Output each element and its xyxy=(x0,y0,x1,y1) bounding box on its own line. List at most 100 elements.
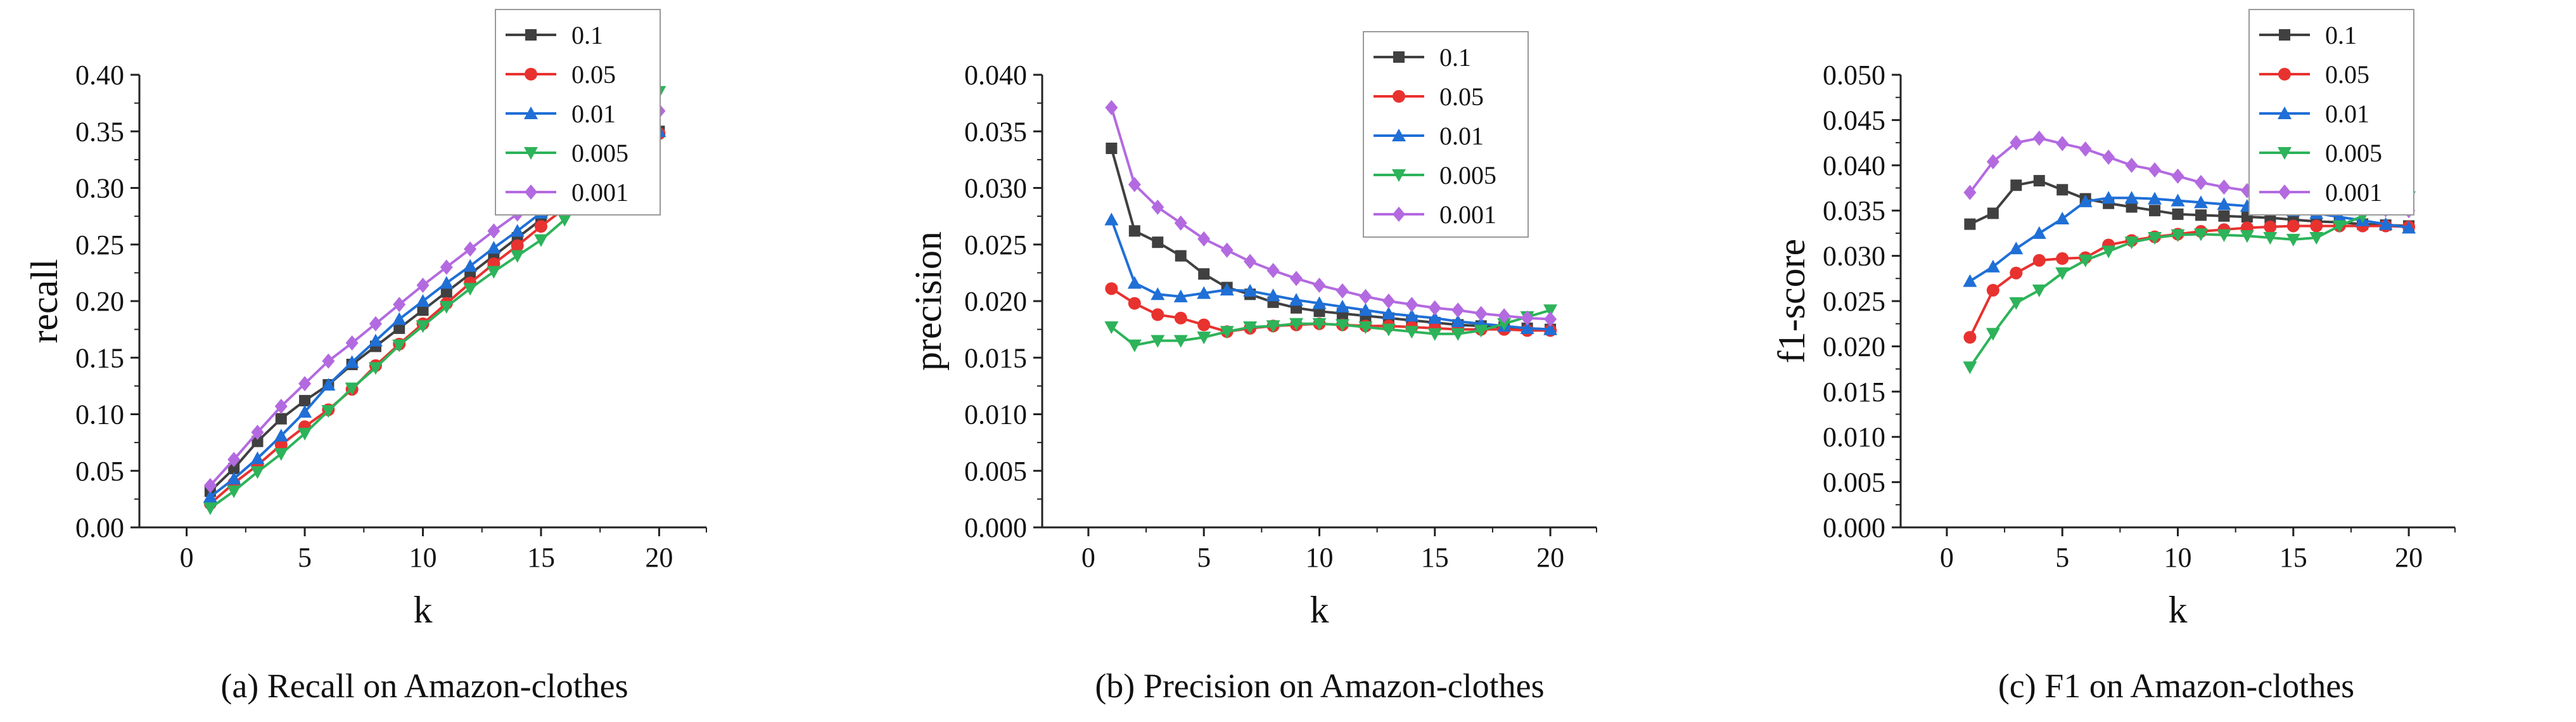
y-tick-label: 0.000 xyxy=(1823,512,1885,543)
data-point xyxy=(227,451,241,467)
y-tick-label: 0.30 xyxy=(75,173,124,204)
data-point xyxy=(1173,289,1188,302)
data-point xyxy=(2171,229,2185,242)
y-axis-title: recall xyxy=(23,259,65,343)
y-tick-label: 0.025 xyxy=(964,229,1027,261)
data-point xyxy=(1220,326,1234,339)
data-point xyxy=(416,320,430,333)
series-line xyxy=(1110,219,1551,331)
data-point xyxy=(1427,328,1442,341)
data-point xyxy=(1497,318,1512,331)
data-point xyxy=(1128,225,1140,237)
data-point xyxy=(439,276,454,289)
legend-marker xyxy=(2278,184,2291,200)
data-point xyxy=(1382,293,1395,309)
x-tick-label: 5 xyxy=(1197,542,1211,573)
data-point xyxy=(1405,326,1419,339)
x-tick-label: 0 xyxy=(180,542,194,573)
data-point xyxy=(275,413,287,425)
data-point xyxy=(1451,328,1465,341)
data-point xyxy=(1128,177,1141,193)
legend-label: 0.001 xyxy=(1439,200,1496,229)
data-point xyxy=(1220,242,1234,258)
data-point xyxy=(534,220,547,233)
data-point xyxy=(2193,195,2208,209)
data-point xyxy=(392,312,407,325)
data-point xyxy=(1104,321,1119,335)
legend-label: 0.01 xyxy=(2325,100,2369,128)
data-point xyxy=(1358,303,1373,316)
y-tick-label: 0.020 xyxy=(964,286,1027,317)
data-point xyxy=(2009,242,2024,255)
data-point xyxy=(1105,100,1118,115)
data-point xyxy=(1405,297,1419,313)
data-point xyxy=(345,355,359,368)
data-point xyxy=(2032,254,2046,267)
legend-label: 0.1 xyxy=(571,21,603,49)
x-tick-label: 15 xyxy=(1421,542,1449,573)
legend-marker xyxy=(1392,129,1406,141)
data-point xyxy=(1312,318,1327,331)
y-tick-label: 0.040 xyxy=(1823,150,1885,181)
data-point xyxy=(251,425,264,441)
y-tick-label: 0.015 xyxy=(964,342,1027,373)
data-point xyxy=(1358,321,1373,335)
data-point xyxy=(510,250,525,263)
data-point xyxy=(203,477,217,493)
legend: 0.1 0.05 0.01 0.005 0.001 xyxy=(2248,9,2414,216)
data-point xyxy=(2010,135,2023,151)
data-point xyxy=(1313,278,1326,293)
series-0_001 xyxy=(1105,100,1557,327)
data-point xyxy=(487,241,501,254)
legend-label: 0.01 xyxy=(571,100,616,128)
data-point xyxy=(1474,325,1488,338)
y-tick-label: 0.015 xyxy=(1823,377,1885,408)
data-point xyxy=(1428,300,1441,316)
data-point xyxy=(417,304,429,316)
data-point xyxy=(252,435,264,448)
legend-marker xyxy=(525,29,537,41)
y-tick-label: 0.010 xyxy=(964,399,1027,430)
data-point xyxy=(1127,339,1142,352)
legend-label: 0.005 xyxy=(1439,161,1496,190)
data-point xyxy=(2194,174,2207,190)
legend-marker xyxy=(524,106,538,119)
series-0_005 xyxy=(1104,304,1558,352)
legend-label: 0.1 xyxy=(2325,21,2357,49)
data-point xyxy=(228,463,240,475)
data-point xyxy=(2124,236,2139,250)
y-tick-label: 0.035 xyxy=(1823,195,1885,226)
data-point xyxy=(1359,288,1372,304)
chart-panel-1: 0.00 0.05 0.10 0.15 0.20 0.25 0.30 0.35 0.40 0 5 10… xyxy=(23,9,707,705)
y-tick-label: 0.030 xyxy=(964,173,1027,204)
y-tick-label: 0.010 xyxy=(1823,422,1885,453)
data-point xyxy=(2078,254,2093,268)
data-point xyxy=(1106,143,1118,155)
data-point xyxy=(1405,309,1419,322)
data-point xyxy=(250,466,265,479)
data-point xyxy=(2217,197,2231,210)
data-point xyxy=(416,294,430,307)
data-point xyxy=(533,234,548,247)
data-point xyxy=(321,405,336,418)
data-point xyxy=(2264,220,2277,233)
data-point xyxy=(440,259,453,275)
y-tick-label: 0.05 xyxy=(75,456,124,487)
data-point xyxy=(1451,314,1465,328)
data-point xyxy=(2240,230,2254,243)
legend-marker xyxy=(1392,169,1406,182)
series-line xyxy=(1968,224,2409,338)
data-point xyxy=(2033,175,2045,187)
data-point xyxy=(2101,191,2116,204)
data-point xyxy=(2309,232,2324,245)
x-axis-title: k xyxy=(414,589,433,631)
x-tick-label: 10 xyxy=(2164,542,2192,573)
data-point xyxy=(1266,262,1280,278)
data-point xyxy=(2402,221,2416,234)
x-axis-title: k xyxy=(2169,589,2188,631)
data-point xyxy=(416,278,430,293)
series-0_05 xyxy=(1105,282,1557,338)
x-axis-title: k xyxy=(1310,589,1329,631)
data-point xyxy=(2286,233,2300,247)
data-point xyxy=(1289,318,1304,331)
